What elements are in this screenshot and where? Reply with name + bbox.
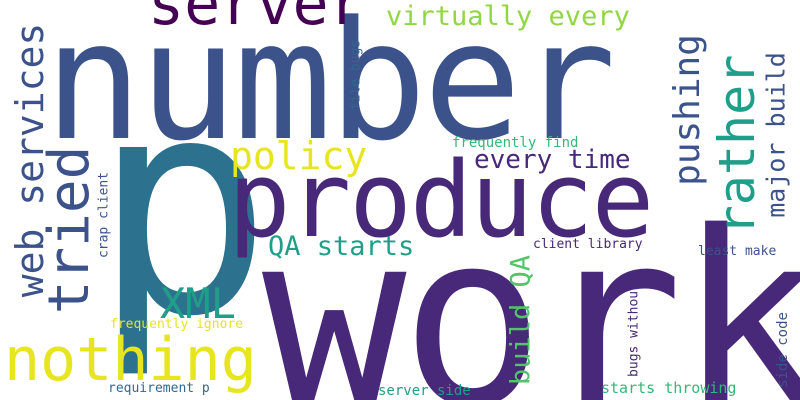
word-build-qa: build QA [508,255,535,385]
word-server: server [148,0,365,34]
word-requirement-p: requirement p [108,382,210,395]
word-tried: tried [42,146,98,315]
word-file-bugs: file bugs [350,40,363,110]
word-policy: policy [230,137,367,175]
word-least-make: least make [698,245,776,258]
word-frequently-ignore: frequently ignore [110,318,243,331]
word-crap-client: crap client [98,172,111,258]
word-rather: rather [712,55,762,236]
word-pushing: pushing [670,34,706,186]
word-server-side: server side [378,384,471,398]
word-qa-starts: QA starts [268,233,414,260]
word-starts-throwing: starts throwing [601,381,736,396]
word-bugs-without: bugs without [628,283,641,377]
word-major-build: major build [764,52,789,218]
word-side-code: side code [776,312,790,388]
word-client-library: client library [533,238,643,251]
word-frequently-find: frequently find [452,136,578,150]
word-virtually-every: virtually every [386,3,630,30]
